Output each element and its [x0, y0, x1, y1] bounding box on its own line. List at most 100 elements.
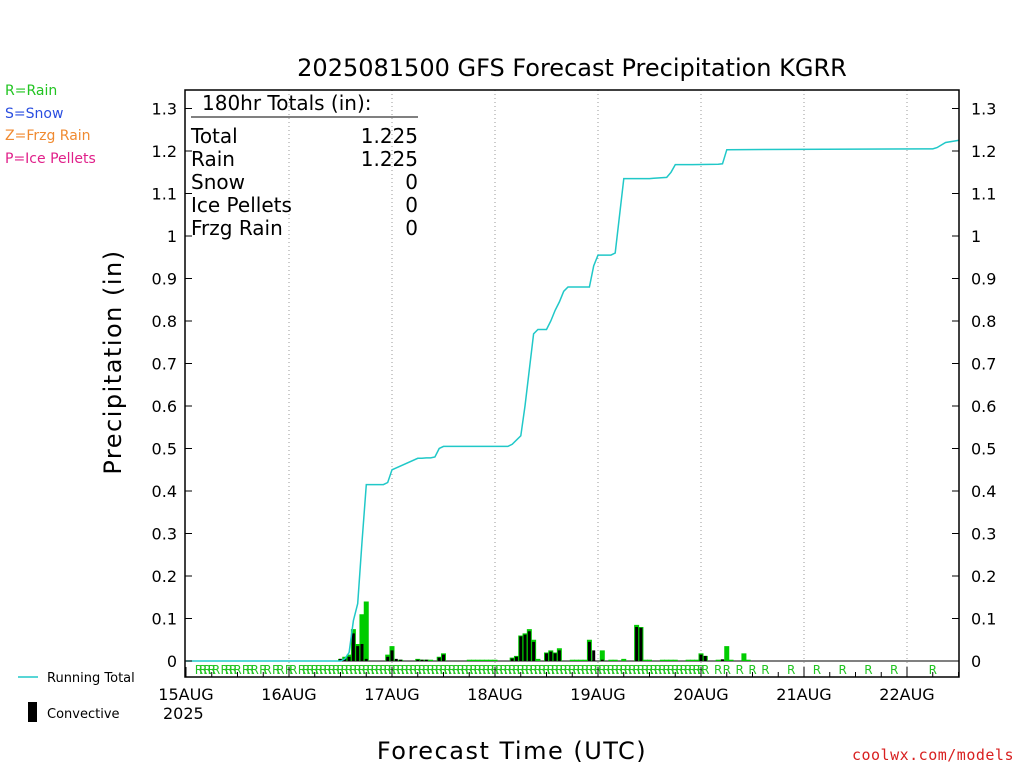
legend-ice-pellets: P=Ice Pellets — [5, 151, 96, 167]
rain-bar — [535, 658, 541, 661]
x-tick-label: 19AUG — [570, 685, 625, 704]
ptype-marker: R — [418, 663, 426, 677]
rain-bar — [483, 659, 489, 661]
rain-bar — [672, 659, 678, 661]
y-tick-label-right: 0 — [971, 652, 981, 671]
ptype-marker: R — [225, 663, 233, 677]
x-tick-label: 22AUG — [879, 685, 934, 704]
rain-bar — [479, 659, 485, 661]
x-tick-label: 21AUG — [776, 685, 831, 704]
ptype-marker: R — [336, 663, 344, 677]
y-tick-label-left: 0.4 — [152, 482, 177, 501]
convective-bar — [553, 653, 557, 661]
ptype-marker: R — [392, 663, 400, 677]
rain-bar — [612, 659, 618, 661]
ptype-marker: R — [444, 663, 452, 677]
rain-bar — [715, 659, 721, 661]
totals-rain-value: 1.225 — [361, 147, 418, 171]
rain-bar — [569, 659, 575, 661]
ptype-marker: R — [641, 663, 649, 677]
convective-bar — [720, 659, 724, 661]
y-tick-label-left: 1.2 — [152, 142, 177, 161]
convective-bar — [639, 627, 643, 661]
ptype-marker: R — [654, 663, 662, 677]
ptype-marker: R — [396, 663, 404, 677]
site-credit: coolwx.com/models — [851, 746, 1014, 764]
ptype-marker: R — [658, 663, 666, 677]
ptype-marker: R — [620, 663, 628, 677]
ptype-marker: R — [559, 663, 567, 677]
axis-ticks: 0 00.1 0.10.2 0.20.3 0.30.4 0.40.5 0.50.6 0.60.… — [152, 100, 997, 705]
y-tick-label-left: 0.7 — [152, 355, 177, 374]
convective-bar — [549, 651, 553, 661]
ptype-marker: R — [345, 663, 353, 677]
ptype-marker: R — [525, 663, 533, 677]
y-tick-label-left: 0.1 — [152, 610, 177, 629]
totals-rain-label: Rain — [191, 147, 235, 171]
series-legend: Running Total Convective — [18, 671, 135, 722]
rain-bar — [647, 659, 652, 661]
ptype-marker: R — [259, 663, 267, 677]
ptype-marker: R — [542, 663, 550, 677]
plot-frame — [184, 89, 960, 678]
y-tick-label-left: 0.3 — [152, 525, 177, 544]
ptype-marker: R — [529, 663, 537, 677]
convective-bar — [545, 653, 548, 661]
ptype-marker: R — [323, 663, 331, 677]
legend-rain: R=Rain — [5, 83, 58, 99]
ptype-marker: R — [426, 663, 434, 677]
ptype-marker: R — [645, 663, 653, 677]
ptype-marker: R — [590, 663, 598, 677]
rain-bar — [685, 659, 691, 661]
convective-bar — [390, 650, 394, 661]
y-tick-label-right: 1 — [971, 227, 981, 246]
ptype-marker: R — [671, 663, 679, 677]
ptype-marker: R — [632, 663, 640, 677]
y-tick-label-right: 0.9 — [971, 270, 996, 289]
ptype-marker: R — [353, 663, 361, 677]
totals-frzgrain-label: Frzg Rain — [191, 216, 283, 240]
ptype-marker: R — [723, 663, 731, 677]
ptype-marker: R — [577, 663, 585, 677]
convective-bar — [356, 646, 360, 661]
ptype-marker: R — [598, 663, 606, 677]
rain-bar — [363, 601, 369, 661]
ptype-marker: R — [439, 663, 447, 677]
rain-bar — [428, 659, 434, 661]
rain-bar — [608, 659, 614, 661]
convective-bar — [343, 658, 347, 661]
ptype-marker: R — [289, 663, 297, 677]
rain-bar — [745, 659, 751, 661]
ptype-marker: R — [615, 663, 623, 677]
convective-bar — [339, 658, 342, 661]
y-axis-label: Precipitation (in) — [99, 249, 127, 474]
ptype-marker: R — [547, 663, 555, 677]
running-total-layer — [186, 139, 959, 662]
y-tick-label-right: 0.5 — [971, 440, 996, 459]
rain-bar — [659, 659, 665, 661]
ptype-marker: R — [555, 663, 563, 677]
ptype-marker: R — [233, 663, 241, 677]
ptype-marker: R — [551, 663, 559, 677]
ptype-marker: R — [431, 663, 439, 677]
ptype-marker: R — [332, 663, 340, 677]
y-tick-label-right: 1.3 — [971, 100, 996, 119]
ptype-marker: R — [693, 663, 701, 677]
ptype-marker: R — [838, 663, 846, 677]
rain-bar — [728, 659, 734, 661]
ptype-marker: R — [220, 663, 228, 677]
convective-bar — [699, 654, 703, 661]
convective-bar — [514, 656, 518, 661]
convective-bar — [386, 656, 390, 661]
convective-bar — [424, 659, 428, 661]
y-tick-label-left: 1 — [167, 227, 177, 246]
ptype-marker: R — [602, 663, 610, 677]
y-tick-label-left: 0.5 — [152, 440, 177, 459]
ptype-marker: R — [701, 663, 709, 677]
ptype-marker: R — [229, 663, 237, 677]
ptype-marker: R — [298, 663, 306, 677]
rain-bar — [664, 659, 670, 661]
year-label: 2025 — [163, 704, 204, 723]
legend-frzg-rain: Z=Frzg Rain — [5, 128, 91, 144]
